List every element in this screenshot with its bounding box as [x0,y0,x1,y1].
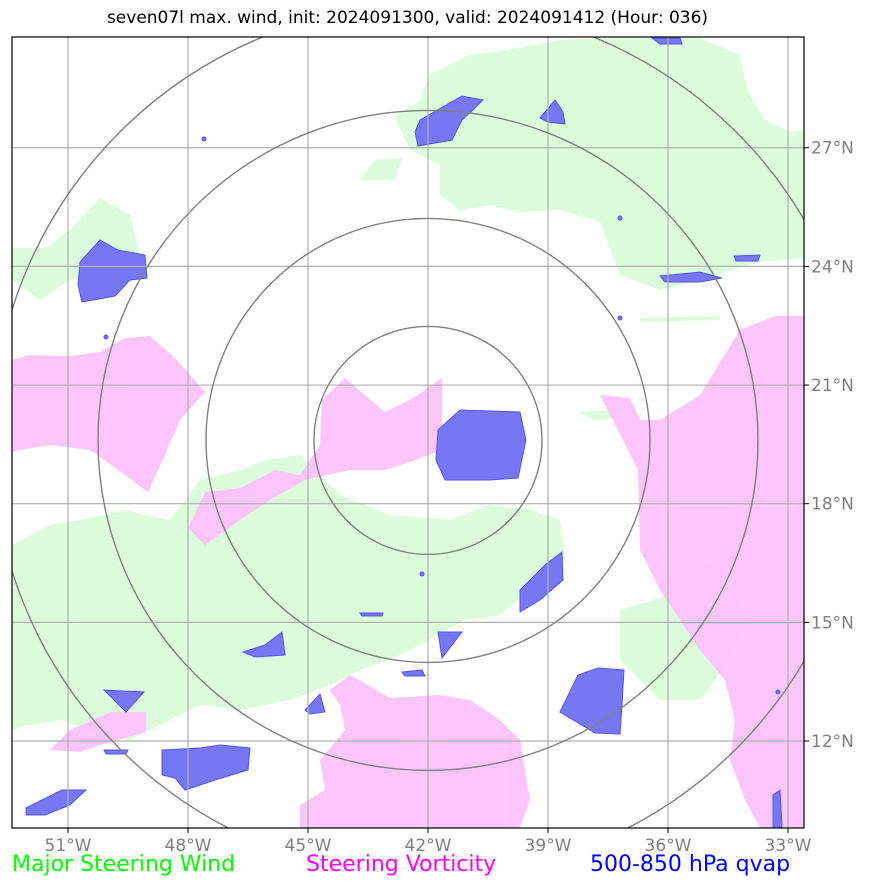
lat-tick-label: 21°N [811,376,854,396]
lon-tick-label: 39°W [525,836,572,856]
lat-tick-label: 27°N [811,139,854,159]
qvap-regions [25,37,783,828]
lon-tick-label: 51°W [45,836,92,856]
range-ring [205,217,651,664]
lat-tick-label: 24°N [811,257,854,277]
range-ring [97,109,759,772]
legend-steering-wind: Major Steering Wind [12,852,236,877]
lon-tick-label: 45°W [285,836,332,856]
range-rings [12,37,804,828]
lon-tick-label: 36°W [645,836,692,856]
axis-ticks: 51°W 48°W 45°W 42°W 39°W 36°W 33°W 27°N 24°N 21°N… [45,139,854,856]
lon-tick-label: 42°W [405,836,452,856]
legend-steering-vorticity: Steering Vorticity [306,852,497,877]
lat-tick-label: 12°N [811,732,854,752]
lat-tick-label: 18°N [811,495,854,515]
lat-lon-grid [12,37,804,828]
range-ring [313,325,543,556]
legend-qvap: 500-850 hPa qvap [590,852,791,877]
map-title: seven07l max. wind, init: 2024091300, va… [106,8,709,28]
plot-frame [11,36,805,829]
lat-tick-label: 15°N [811,613,854,633]
lon-tick-label: 33°W [765,836,812,856]
lon-tick-label: 48°W [165,836,212,856]
